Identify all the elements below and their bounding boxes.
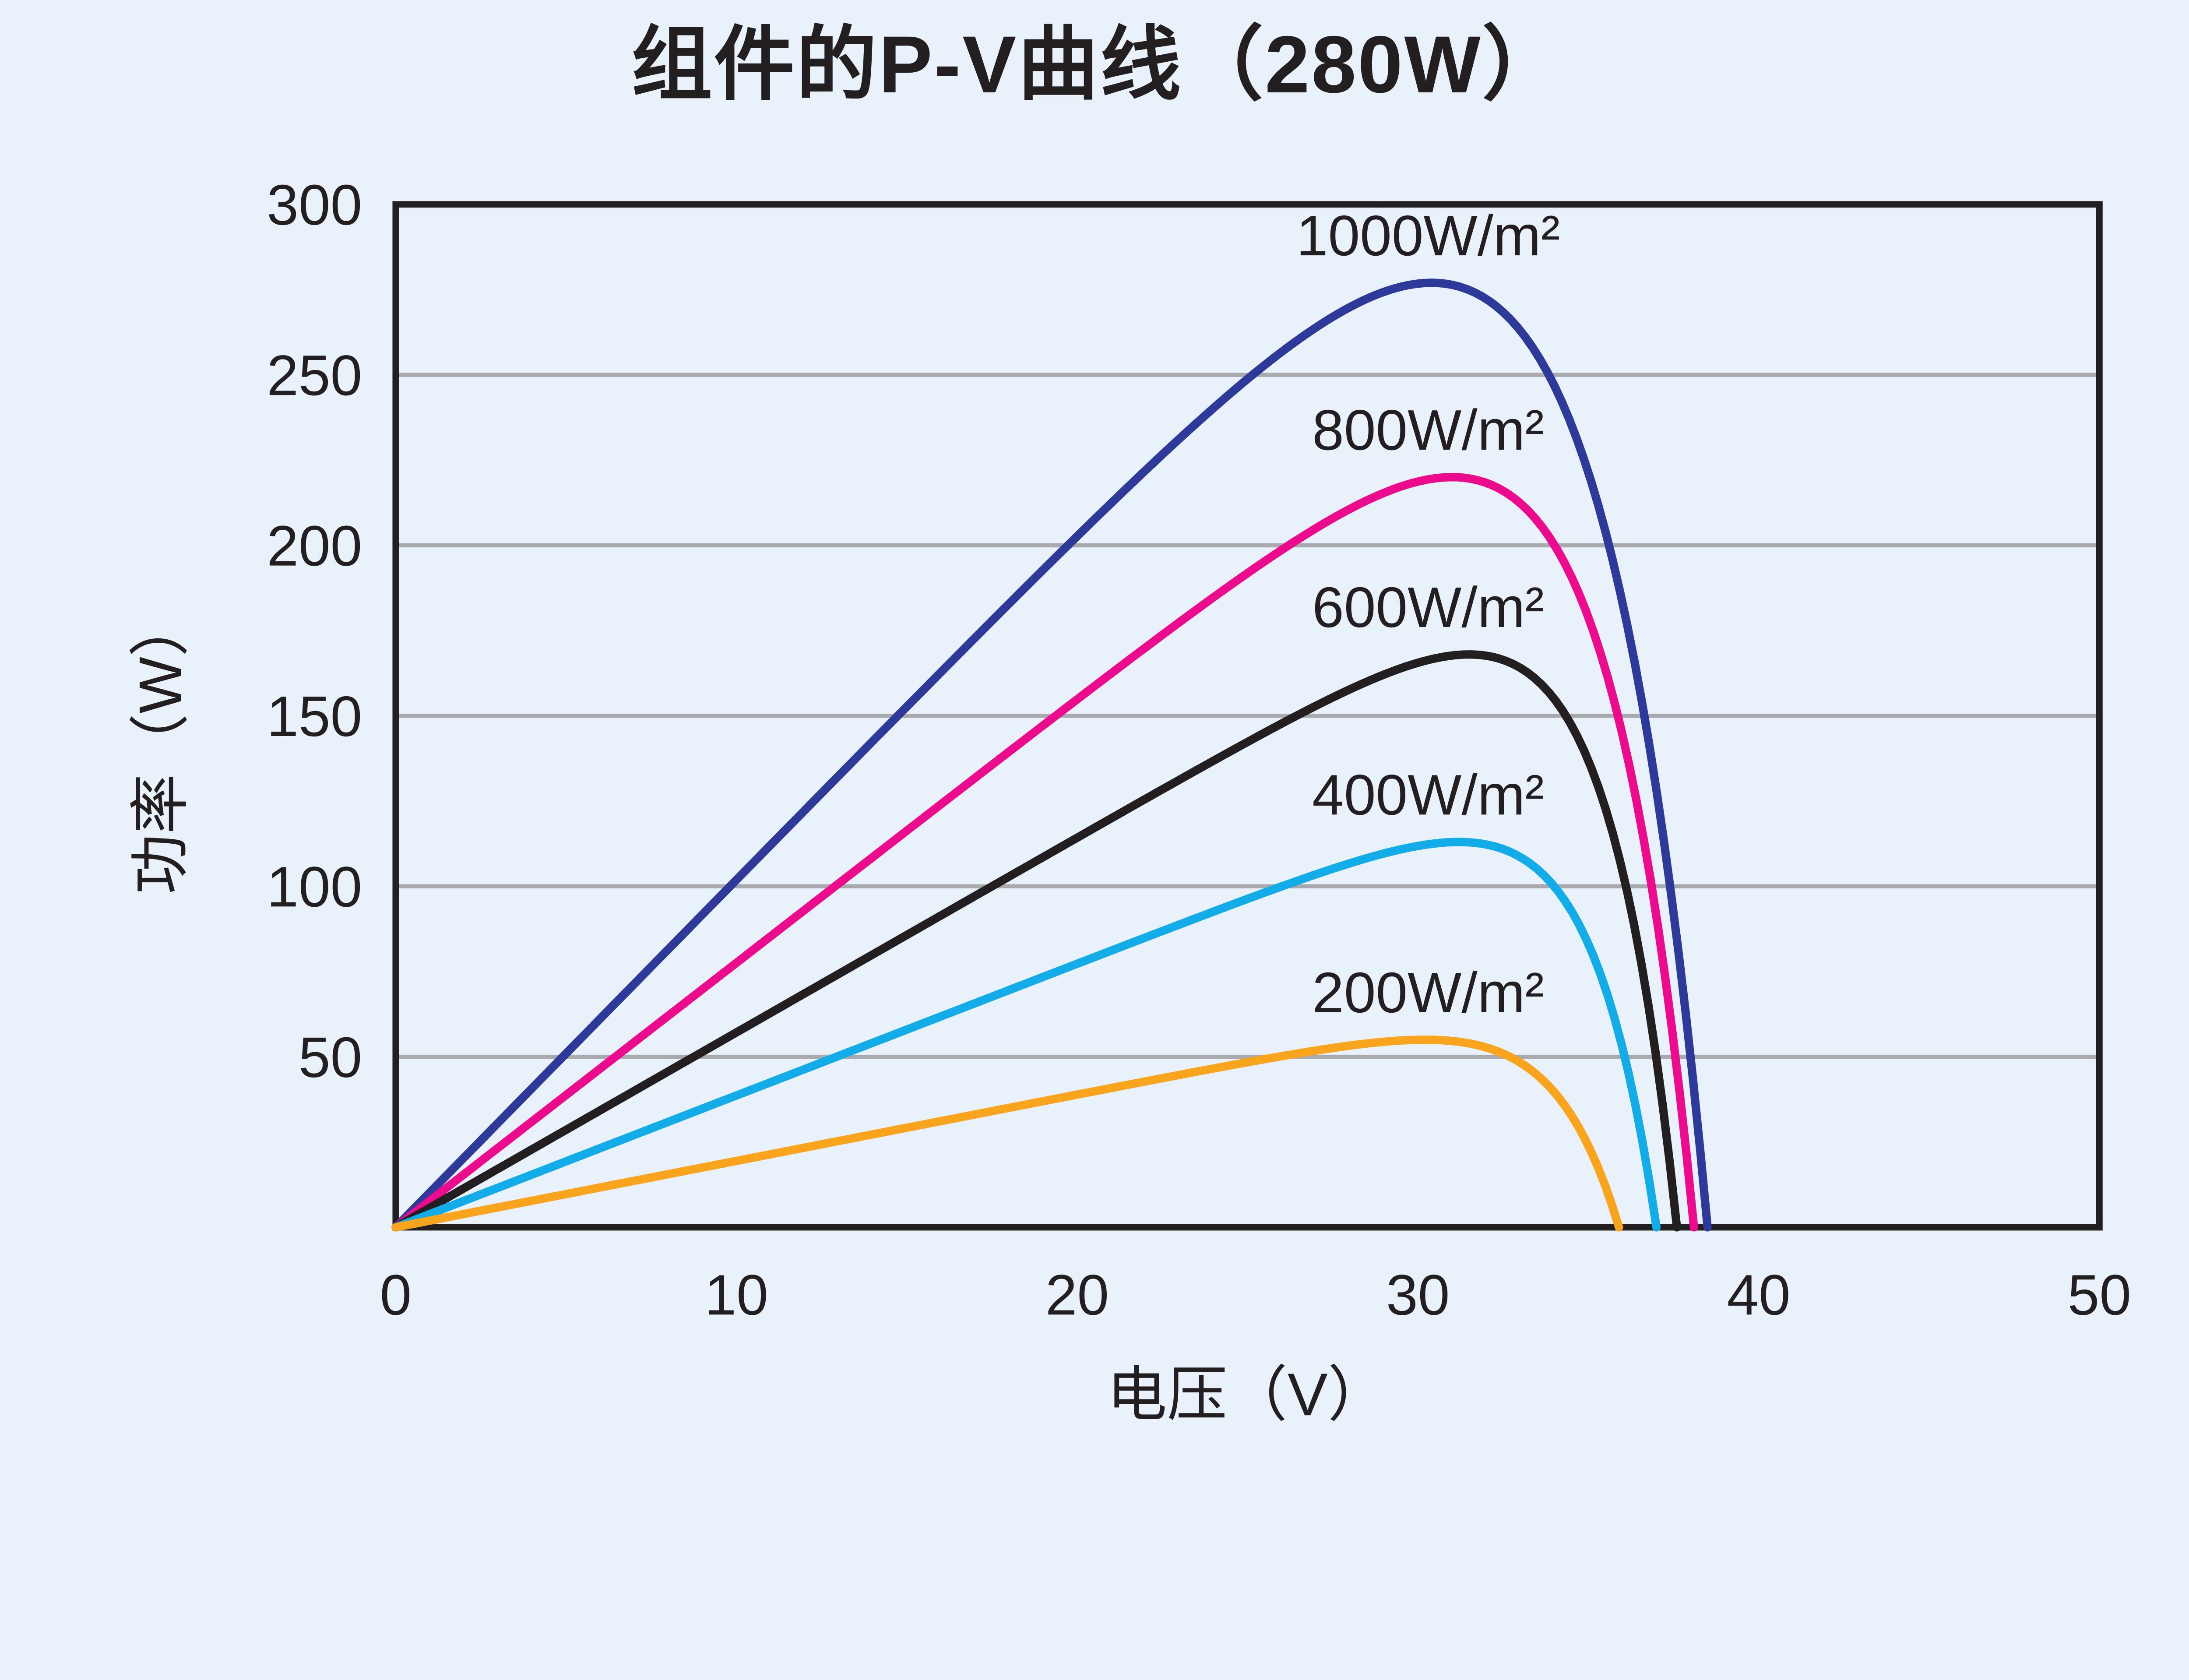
y-tick-label-150: 150: [267, 684, 362, 748]
pv-curve-page: 组件的P-V曲线（280W） 功率（W） 电压（V） 1000W/m² 800W/…: [0, 0, 2189, 1463]
curve-200wm: [391, 1035, 1623, 1232]
x-tick-labels-group: 0 10 20 30 40 50: [380, 1263, 2131, 1327]
y-tick-label-100: 100: [267, 855, 362, 919]
curve-1000wm: [391, 278, 1712, 1232]
x-tick-label-30: 30: [1386, 1263, 1450, 1327]
y-axis-title: 功率（W）: [127, 596, 194, 894]
y-tick-label-250: 250: [267, 343, 362, 407]
pv-curve-chart: 组件的P-V曲线（280W） 功率（W） 电压（V） 1000W/m² 800W/…: [0, 0, 2189, 1463]
curves-group: [391, 278, 1712, 1232]
plot-frame: [392, 201, 2103, 1231]
series-labels-group: 1000W/m² 800W/m² 600W/m² 400W/m² 200W/m²: [1296, 204, 1560, 1025]
series-label-600wm: 600W/m²: [1312, 575, 1544, 639]
y-tick-label-50: 50: [299, 1025, 362, 1089]
x-tick-label-40: 40: [1727, 1263, 1790, 1327]
x-axis-title: 电压（V）: [1107, 1361, 1388, 1428]
chart-background: [0, 0, 2189, 1463]
curve-800wm: [391, 473, 1698, 1232]
x-tick-label-10: 10: [705, 1263, 768, 1327]
series-label-800wm: 800W/m²: [1312, 398, 1544, 462]
gridlines-group: [399, 373, 2096, 1059]
series-label-200wm: 200W/m²: [1312, 961, 1544, 1025]
curve-400wm: [391, 838, 1661, 1232]
series-label-1000wm: 1000W/m²: [1296, 204, 1560, 268]
y-tick-label-200: 200: [267, 514, 362, 578]
y-tick-labels-group: 50 100 150 200 250 300: [267, 173, 362, 1089]
chart-title: 组件的P-V曲线（280W）: [631, 20, 1564, 110]
x-tick-label-50: 50: [2068, 1263, 2131, 1327]
x-tick-label-0: 0: [380, 1263, 412, 1327]
y-tick-label-300: 300: [267, 173, 362, 237]
curve-600wm: [391, 650, 1681, 1232]
x-tick-label-20: 20: [1045, 1263, 1109, 1327]
series-label-400wm: 400W/m²: [1312, 763, 1544, 827]
